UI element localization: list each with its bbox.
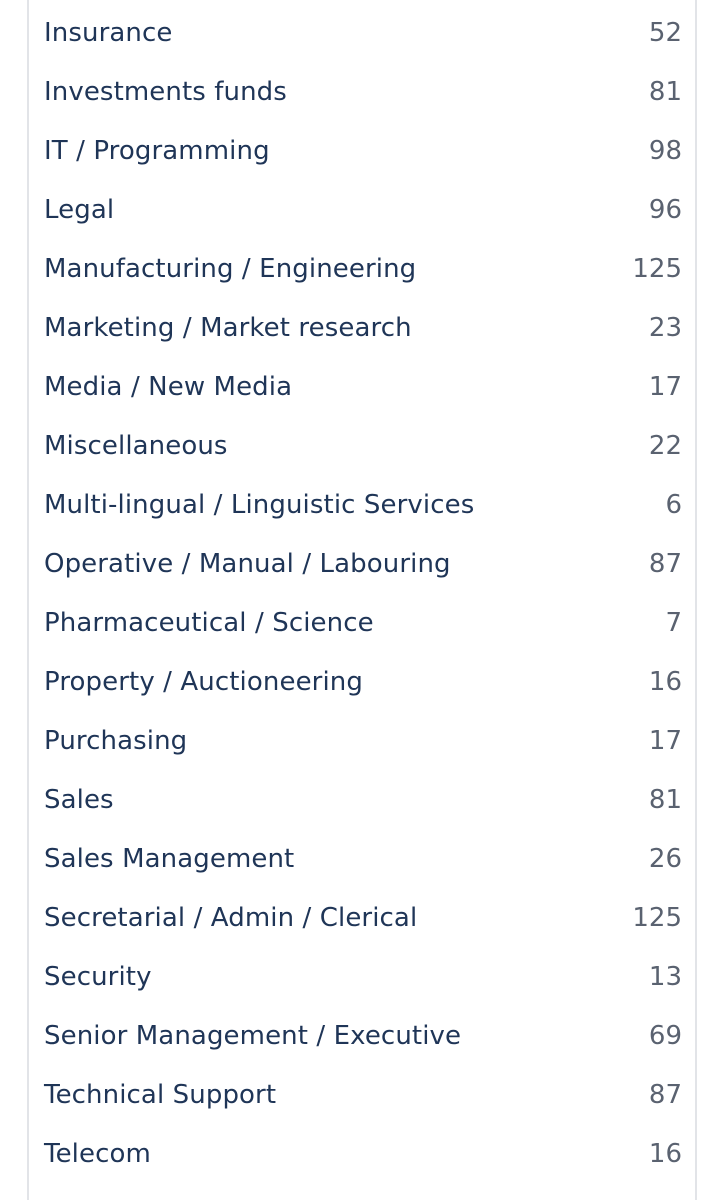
category-name: Sales — [44, 784, 114, 815]
category-name: Operative / Manual / Labouring — [44, 548, 451, 579]
category-count: 6 — [665, 489, 682, 520]
category-name: IT / Programming — [44, 135, 270, 166]
category-name: Media / New Media — [44, 371, 293, 402]
category-count: 13 — [648, 961, 682, 992]
category-count: 96 — [648, 194, 682, 225]
category-name: Purchasing — [44, 725, 188, 756]
category-item-property-auctioneering[interactable]: Property / Auctioneering 16 — [29, 652, 695, 711]
category-name: Technical Support — [44, 1079, 277, 1110]
category-name: Security — [44, 961, 152, 992]
category-item-senior-management-executive[interactable]: Senior Management / Executive 69 — [29, 1006, 695, 1065]
category-item-media-new-media[interactable]: Media / New Media 17 — [29, 357, 695, 416]
category-item-security[interactable]: Security 13 — [29, 947, 695, 1006]
category-item-it-programming[interactable]: IT / Programming 98 — [29, 121, 695, 180]
category-name: Marketing / Market research — [44, 312, 412, 343]
category-item-insurance[interactable]: Insurance 52 — [29, 3, 695, 62]
category-item-operative-manual-labouring[interactable]: Operative / Manual / Labouring 87 — [29, 534, 695, 593]
category-item-investments-funds[interactable]: Investments funds 81 — [29, 62, 695, 121]
category-count: 125 — [632, 902, 682, 933]
category-item-marketing-market-research[interactable]: Marketing / Market research 23 — [29, 298, 695, 357]
category-count: 87 — [648, 1079, 682, 1110]
category-count: 69 — [648, 1020, 682, 1051]
category-count: 17 — [648, 371, 682, 402]
category-name: Sales Management — [44, 843, 295, 874]
category-item-sales-management[interactable]: Sales Management 26 — [29, 829, 695, 888]
category-item-secretarial-admin-clerical[interactable]: Secretarial / Admin / Clerical 125 — [29, 888, 695, 947]
category-panel: Insurance 52 Investments funds 81 IT / P… — [27, 0, 697, 1200]
category-count: 7 — [665, 607, 682, 638]
category-name: Miscellaneous — [44, 430, 228, 461]
category-item-sales[interactable]: Sales 81 — [29, 770, 695, 829]
category-count: 17 — [648, 725, 682, 756]
category-list: Insurance 52 Investments funds 81 IT / P… — [29, 3, 695, 1183]
category-item-multi-lingual-linguistic-services[interactable]: Multi-lingual / Linguistic Services 6 — [29, 475, 695, 534]
category-count: 81 — [648, 784, 682, 815]
category-count: 87 — [648, 548, 682, 579]
category-item-pharmaceutical-science[interactable]: Pharmaceutical / Science 7 — [29, 593, 695, 652]
category-name: Senior Management / Executive — [44, 1020, 462, 1051]
category-item-manufacturing-engineering[interactable]: Manufacturing / Engineering 125 — [29, 239, 695, 298]
category-item-telecom[interactable]: Telecom 16 — [29, 1124, 695, 1183]
category-count: 98 — [648, 135, 682, 166]
category-count: 26 — [648, 843, 682, 874]
category-item-technical-support[interactable]: Technical Support 87 — [29, 1065, 695, 1124]
category-item-miscellaneous[interactable]: Miscellaneous 22 — [29, 416, 695, 475]
category-name: Pharmaceutical / Science — [44, 607, 374, 638]
category-name: Legal — [44, 194, 115, 225]
category-count: 125 — [632, 253, 682, 284]
category-count: 16 — [648, 1138, 682, 1169]
category-name: Manufacturing / Engineering — [44, 253, 417, 284]
category-item-legal[interactable]: Legal 96 — [29, 180, 695, 239]
category-name: Secretarial / Admin / Clerical — [44, 902, 418, 933]
category-count: 81 — [648, 76, 682, 107]
category-name: Insurance — [44, 17, 173, 48]
category-name: Multi-lingual / Linguistic Services — [44, 489, 475, 520]
category-item-purchasing[interactable]: Purchasing 17 — [29, 711, 695, 770]
category-name: Telecom — [44, 1138, 151, 1169]
category-count: 23 — [648, 312, 682, 343]
category-count: 22 — [648, 430, 682, 461]
category-name: Property / Auctioneering — [44, 666, 363, 697]
category-name: Investments funds — [44, 76, 287, 107]
category-count: 16 — [648, 666, 682, 697]
category-count: 52 — [648, 17, 682, 48]
